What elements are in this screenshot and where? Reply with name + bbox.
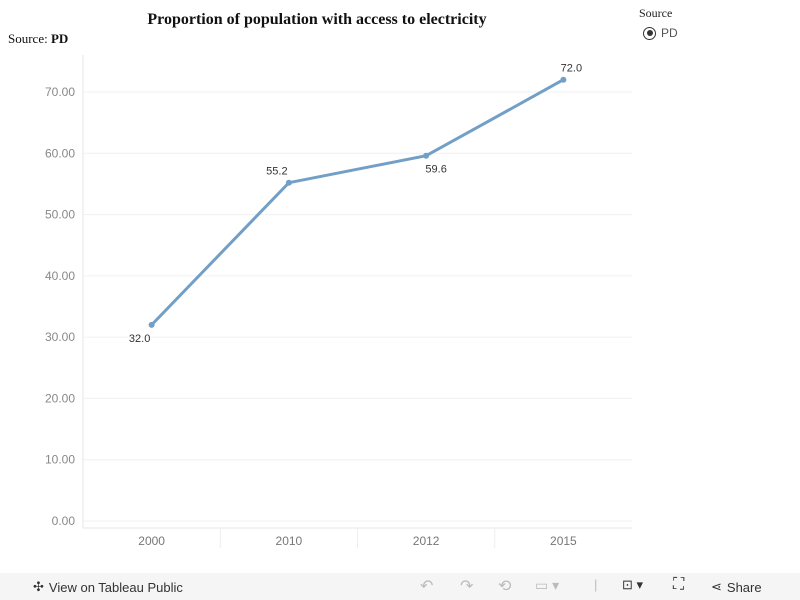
data-point <box>423 152 430 159</box>
view-label: View on Tableau Public <box>48 579 183 595</box>
chart-title: Proportion of population with access to … <box>147 11 487 28</box>
radio-selected-icon[interactable] <box>643 26 656 40</box>
share-button[interactable]: ⋖ Share <box>711 579 762 595</box>
data-label: 72.0 <box>561 63 582 75</box>
y-tick-label: 20.00 <box>45 391 75 405</box>
chart-subtitle: Source: PD <box>8 31 68 47</box>
y-tick-label: 30.00 <box>45 330 75 344</box>
data-point <box>560 76 567 83</box>
data-point <box>285 179 292 186</box>
x-tick-label: 2010 <box>276 534 303 548</box>
legend-title: Source <box>639 6 673 20</box>
revert-icon[interactable]: ⟲ <box>498 578 512 595</box>
x-tick-label: 2000 <box>138 534 165 548</box>
toolbar-divider: | <box>594 577 598 592</box>
series-line <box>150 78 565 326</box>
refresh-icon[interactable]: ▭ ▾ <box>535 577 560 593</box>
data-label: 55.2 <box>266 166 287 178</box>
x-tick-label: 2012 <box>413 534 440 548</box>
tableau-icon: ✣ <box>33 579 44 594</box>
subtitle-value: PD <box>50 31 69 46</box>
y-tick-label: 10.00 <box>45 453 75 467</box>
y-tick-label: 50.00 <box>45 208 75 222</box>
legend-item-label: PD <box>661 26 678 40</box>
y-tick-label: 0.00 <box>52 514 76 528</box>
line-chart: 0.00 10.00 20.00 30.00 40.00 50.00 60.00 70.00 2… <box>45 55 632 548</box>
share-icon: ⋖ <box>711 579 722 594</box>
download-icon[interactable]: ⊡ ▾ <box>622 577 644 592</box>
legend-item-pd[interactable]: PD <box>643 26 678 40</box>
data-point <box>148 321 155 328</box>
y-tick-label: 40.00 <box>45 269 75 283</box>
y-tick-label: 60.00 <box>45 146 75 160</box>
toolbar: ✣ View on Tableau Public ↶ ↷ ⟲ ▭ ▾ | ⊡ ▾ … <box>0 573 800 600</box>
subtitle-label: Source: <box>8 31 48 46</box>
data-label: 59.6 <box>425 164 446 176</box>
undo-icon[interactable]: ↶ <box>420 578 434 595</box>
fullscreen-icon[interactable]: ⛶ <box>673 576 685 593</box>
view-on-tableau-button[interactable]: ✣ View on Tableau Public <box>33 579 183 595</box>
redo-icon[interactable]: ↷ <box>460 578 474 595</box>
y-tick-label: 70.00 <box>45 85 75 99</box>
x-tick-label: 2015 <box>550 534 577 548</box>
data-label: 32.0 <box>129 333 150 345</box>
share-label: Share <box>726 579 762 595</box>
